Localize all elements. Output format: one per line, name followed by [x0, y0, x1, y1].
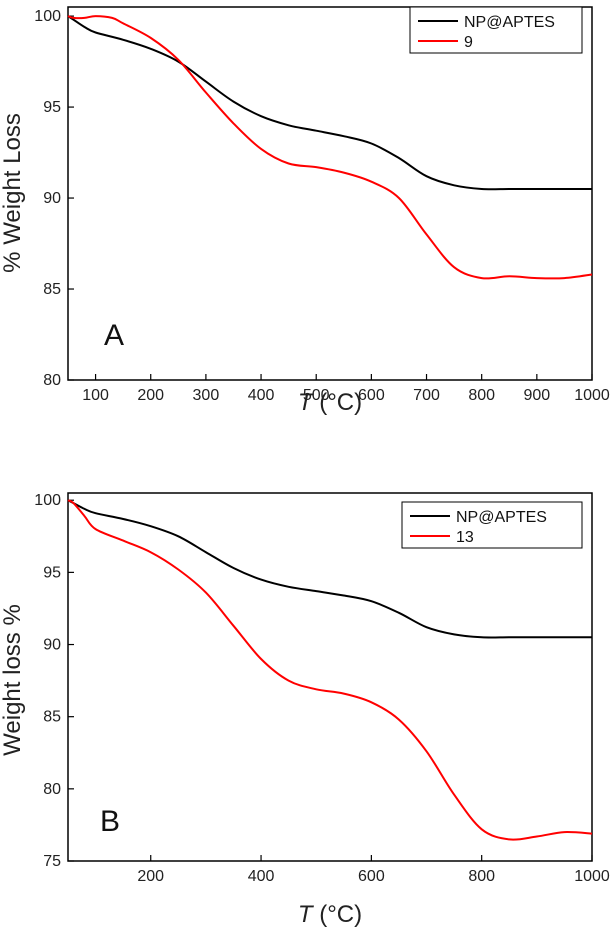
chart-b-legend-box: [401, 501, 583, 549]
chart-a-legend-label-2: 9: [464, 34, 473, 51]
chart-b-y-tick-label: 75: [43, 853, 61, 870]
chart-a-x-tick-label: 100: [82, 387, 109, 404]
chart-a-panel-label: A: [104, 319, 124, 352]
chart-b-x-tick-label: 400: [248, 868, 275, 885]
chart-a-y-tick-label: 95: [43, 99, 61, 116]
chart-a-legend: NP@APTES 9: [409, 6, 583, 54]
chart-b-x-tick-label: 800: [468, 868, 495, 885]
chart-b-x-tick-label: 1000: [574, 868, 610, 885]
chart-b-x-axis: 200 400 600 800 1000: [137, 855, 610, 885]
chart-b-x-label-unit: (°C): [313, 901, 363, 928]
chart-b-y-tick-label: 90: [43, 637, 61, 654]
chart-a-x-tick-label: 400: [248, 387, 275, 404]
chart-a-x-tick-label: 800: [468, 387, 495, 404]
chart-b-series-2-line: [67, 499, 593, 841]
chart-a-x-tick-label: 600: [358, 387, 385, 404]
chart-a-y-axis: 80 85 90 95 100: [34, 8, 74, 389]
chart-a-x-label-var: T: [298, 389, 315, 416]
chart-b-x-label: T (°C): [298, 901, 362, 928]
chart-a-y-tick-label: 85: [43, 281, 61, 298]
chart-b-series-1-line: [67, 499, 592, 639]
chart-a-x-label-unit: (°C): [313, 389, 363, 416]
chart-b-y-tick-label: 95: [43, 564, 61, 581]
chart-a-x-label: T (°C): [298, 389, 362, 416]
chart-b-x-label-var: T: [298, 901, 315, 928]
chart-a-y-tick-label: 80: [43, 372, 61, 389]
chart-a-x-tick-label: 900: [523, 387, 550, 404]
chart-a-y-tick-label: 90: [43, 190, 61, 207]
chart-b-legend: NP@APTES 13: [401, 501, 583, 549]
chart-a-x-tick-label: 200: [137, 387, 164, 404]
chart-a-series-1-line: [67, 15, 592, 191]
chart-b-x-tick-label: 200: [137, 868, 164, 885]
chart-b-y-tick-label: 100: [34, 492, 61, 509]
chart-a-x-tick-label: 500: [303, 387, 330, 404]
chart-a-x-axis: 100 200 300 400 500 600 700 800 900 1000: [82, 374, 610, 404]
chart-b-legend-label-2: 13: [456, 529, 474, 546]
chart-a: 100 200 300 400 500 600 700 800 900 1000 80 85 90 95…: [0, 6, 610, 416]
chart-a-series-2-line: [67, 15, 593, 280]
chart-b-plot-frame: [67, 492, 593, 862]
chart-b-y-label: Weight loss %: [0, 604, 26, 756]
chart-a-x-tick-label: 700: [413, 387, 440, 404]
chart-a-legend-box: [409, 6, 583, 54]
chart-a-series: [67, 15, 593, 280]
chart-a-x-tick-label: 300: [193, 387, 220, 404]
chart-b-series: [67, 499, 593, 841]
chart-b-y-axis: 75 80 85 90 95 100: [34, 492, 74, 870]
chart-b-y-tick-label: 85: [43, 709, 61, 726]
chart-b: 200 400 600 800 1000 75 80 85 90 95 100 T (°C) We…: [0, 492, 610, 928]
chart-a-y-tick-label: 100: [34, 8, 61, 25]
chart-b-x-tick-label: 600: [358, 868, 385, 885]
chart-a-x-tick-label: 1000: [574, 387, 610, 404]
chart-b-legend-label-1: NP@APTES: [456, 509, 547, 526]
chart-a-y-label: % Weight Loss: [0, 113, 26, 273]
chart-b-panel-label: B: [100, 805, 120, 838]
chart-b-y-tick-label: 80: [43, 781, 61, 798]
chart-a-plot-frame: [67, 6, 593, 381]
chart-a-legend-label-1: NP@APTES: [464, 14, 555, 31]
